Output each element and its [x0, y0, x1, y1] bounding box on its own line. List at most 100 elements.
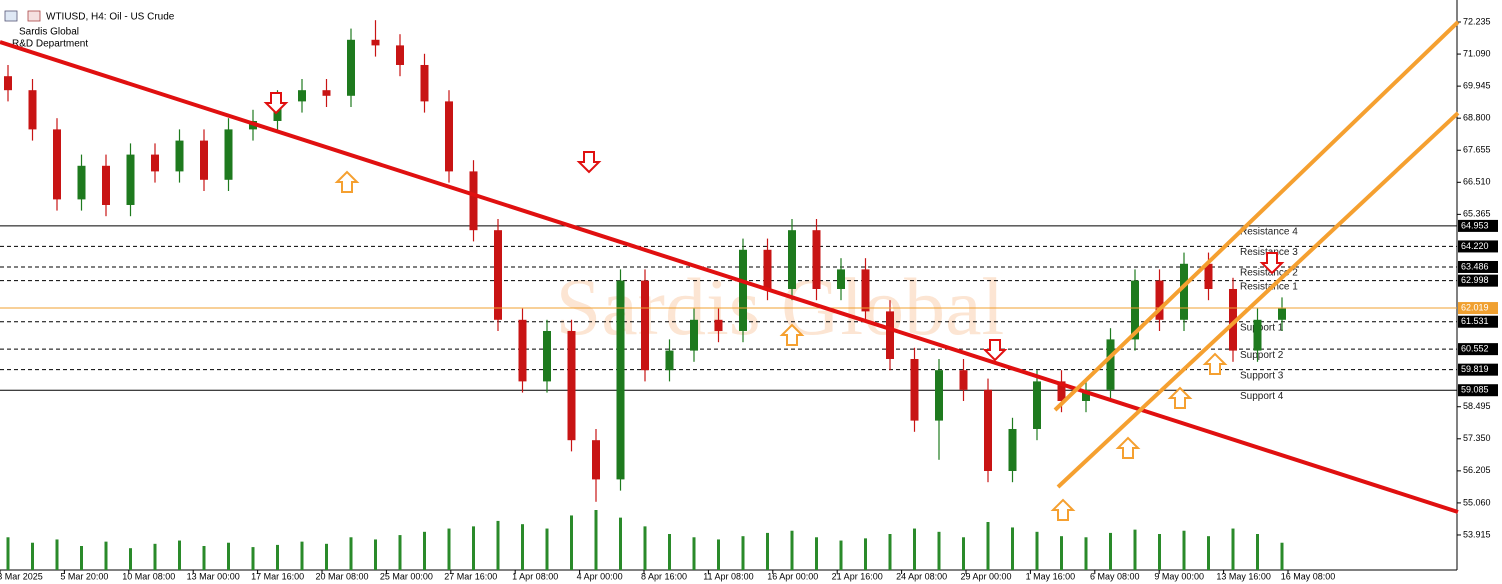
volume-bar [80, 546, 83, 570]
candle-body [641, 280, 649, 371]
volume-bar [1109, 532, 1112, 570]
candle-body [1106, 339, 1115, 390]
candle-body [910, 358, 919, 421]
candle-body [861, 269, 870, 312]
candle-body [200, 140, 208, 180]
y-tick-label: 66.510 [1463, 177, 1491, 187]
level-name: Support 1 [1240, 322, 1284, 333]
channel-upper [1053, 20, 1460, 412]
level-price-label: 64.953 [1461, 220, 1489, 230]
level-price-label: 63.486 [1461, 261, 1489, 271]
buy-arrow [1050, 498, 1076, 521]
candle-body [1155, 280, 1164, 320]
volume-bar [815, 537, 818, 570]
sell-arrow [1259, 252, 1285, 275]
volume-bar [423, 531, 426, 570]
y-tick-label: 55.060 [1463, 497, 1491, 507]
volume-bar [1256, 534, 1259, 570]
price-label: 62.019 [1461, 302, 1489, 312]
candle-body [518, 319, 527, 382]
x-tick-label: 17 Mar 16:00 [251, 571, 304, 581]
x-tick-label: 21 Apr 16:00 [832, 571, 883, 581]
candle-body [567, 330, 576, 441]
symbol-title: WTIUSD, H4: Oil - US Crude [46, 12, 175, 23]
x-tick-label: 8 Apr 16:00 [641, 571, 687, 581]
candle-body [4, 76, 12, 91]
x-tick-label: 20 Mar 08:00 [315, 571, 368, 581]
level-price-label: 59.819 [1461, 364, 1489, 374]
buy-arrow [1115, 436, 1141, 459]
y-tick-label: 69.945 [1463, 81, 1491, 91]
x-tick-label: 10 Mar 08:00 [122, 571, 175, 581]
level-price-box [1458, 260, 1498, 273]
candle-body [1229, 288, 1237, 351]
volume-bar [374, 539, 377, 570]
volume-bar [619, 517, 622, 570]
volume-bar [153, 543, 157, 570]
volume-bar [1133, 529, 1137, 570]
x-tick-label: 6 May 08:00 [1090, 571, 1140, 581]
candle-body [1008, 428, 1017, 471]
watermark: Sardis Global [556, 261, 1005, 352]
volume-bar [962, 537, 965, 570]
x-tick-label: 9 May 00:00 [1154, 571, 1204, 581]
candle-body [420, 64, 429, 102]
candle-body [935, 370, 943, 421]
volume-bar [129, 548, 132, 570]
volume-bar [1035, 531, 1039, 570]
y-tick-label: 57.350 [1463, 433, 1491, 443]
candle-body [445, 101, 453, 172]
volume-bar [986, 522, 990, 570]
candle-body [28, 90, 37, 130]
volume-bar [594, 510, 598, 570]
candle-body [984, 389, 992, 471]
candle-body [592, 440, 600, 480]
volume-bar [741, 536, 745, 570]
candle-body [886, 311, 894, 359]
y-tick-label: 71.090 [1463, 48, 1491, 58]
volume-bar [496, 520, 500, 570]
x-tick-label: 27 Mar 16:00 [444, 571, 497, 581]
header-icons [4, 10, 41, 22]
x-tick-label: 24 Apr 08:00 [896, 571, 947, 581]
volume-bar [790, 530, 794, 570]
buy-arrow [1202, 352, 1228, 375]
volume-bar [521, 524, 524, 570]
candle-body [543, 330, 551, 382]
y-tick-label: 58.495 [1463, 401, 1491, 411]
level-price-box [1458, 315, 1498, 328]
buy-arrow [334, 170, 360, 193]
y-tick-label: 67.655 [1463, 145, 1491, 155]
volume-bar [104, 541, 108, 570]
volume-bar [227, 542, 230, 570]
sell-arrow [263, 92, 289, 115]
x-tick-label: 3 Mar 2025 [0, 571, 43, 581]
volume-bar [472, 526, 475, 570]
volume-bar [570, 515, 573, 570]
candle-body [126, 154, 135, 205]
level-price-label: 60.552 [1461, 344, 1489, 354]
x-tick-label: 1 May 16:00 [1026, 571, 1076, 581]
volume-bar [349, 537, 353, 570]
level-name: Resistance 2 [1240, 268, 1298, 279]
level-name: Resistance 1 [1240, 281, 1298, 292]
volume-bar [1011, 527, 1014, 570]
level-price-label: 61.531 [1461, 316, 1489, 326]
candle-body [616, 280, 625, 480]
candle-body [175, 140, 184, 172]
volume-bar [300, 541, 304, 570]
volume-bar [398, 535, 402, 570]
level-price-box [1458, 240, 1498, 253]
candle-body [1204, 263, 1213, 289]
y-tick-label: 53.915 [1463, 529, 1491, 539]
candle-body [371, 39, 380, 46]
volume-bar [839, 540, 843, 570]
volume-bar [1231, 528, 1235, 570]
candle-body [494, 230, 502, 320]
candle-body [151, 154, 159, 172]
level-price-label: 59.085 [1461, 385, 1489, 395]
candle-body [224, 129, 233, 180]
candle-body [739, 249, 747, 331]
